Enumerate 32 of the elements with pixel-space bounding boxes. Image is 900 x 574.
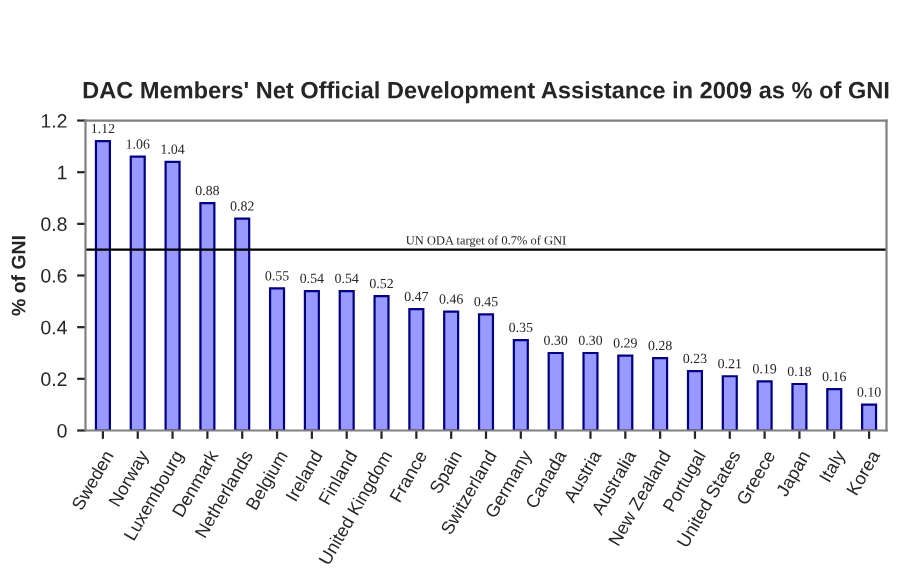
bar (826, 388, 843, 431)
bar (199, 202, 216, 431)
y-axis-title: % of GNI (11, 236, 26, 316)
bar (582, 351, 599, 431)
bar (164, 160, 181, 431)
bar (129, 155, 146, 431)
y-tick-label: 1 (58, 165, 67, 180)
bar (721, 375, 738, 431)
y-tick-label: 0.8 (41, 217, 67, 232)
bar (756, 380, 773, 431)
bar (477, 313, 495, 431)
bar (303, 289, 320, 431)
bar (791, 382, 808, 431)
bar (443, 310, 460, 431)
y-tick-label: 0 (57, 423, 67, 438)
y-tick-label: 0.4 (41, 320, 67, 335)
bar (338, 289, 355, 431)
bar (617, 354, 634, 431)
bar (94, 140, 111, 431)
y-tick-label: 0.6 (41, 268, 67, 283)
chart-title: DAC Members' Net Official Development Assistance in 2009 as % of GNI (83, 81, 889, 104)
y-tick-label: 0.2 (41, 372, 67, 387)
bar (652, 357, 669, 431)
bar (408, 307, 425, 431)
bar (686, 369, 704, 431)
bar (234, 217, 251, 431)
bar (373, 295, 390, 431)
bar (547, 351, 564, 431)
bar (268, 287, 286, 431)
y-tick-label: 1.2 (41, 114, 67, 128)
bar (861, 403, 878, 431)
bar (512, 338, 529, 431)
